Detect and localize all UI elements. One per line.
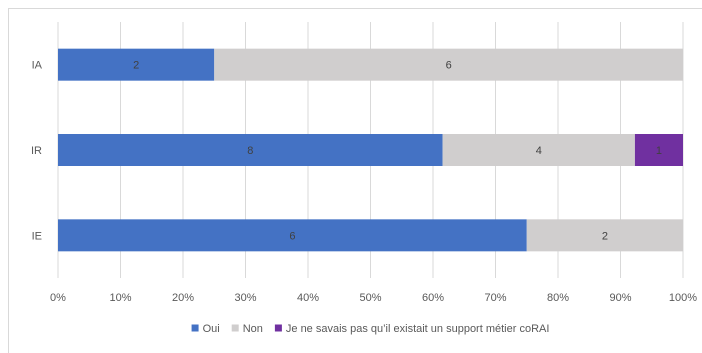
bar-data-label: 2 xyxy=(133,60,139,72)
x-tick-label: 60% xyxy=(422,292,444,304)
x-tick-label: 80% xyxy=(547,292,569,304)
x-tick-label: 0% xyxy=(50,292,66,304)
chart-frame xyxy=(8,8,702,353)
category-label: IE xyxy=(32,230,42,242)
legend-swatch xyxy=(274,324,282,332)
legend-item: Oui xyxy=(191,323,220,335)
x-tick-label: 100% xyxy=(669,292,697,304)
bar-data-label: 6 xyxy=(289,230,295,242)
bar-data-label: 2 xyxy=(602,230,608,242)
x-tick-label: 70% xyxy=(484,292,506,304)
bar-segment xyxy=(58,219,527,252)
x-tick-label: 90% xyxy=(609,292,631,304)
x-tick-label: 10% xyxy=(109,292,131,304)
bar-data-label: 1 xyxy=(656,145,662,157)
category-label: IR xyxy=(31,145,42,157)
legend-label: Oui xyxy=(203,323,220,335)
bar-segment xyxy=(58,134,443,166)
x-tick-label: 40% xyxy=(297,292,319,304)
legend-item: Non xyxy=(231,323,263,335)
bar-segment xyxy=(214,48,683,81)
legend-label: Non xyxy=(243,323,263,335)
axis-labels: 0% 10% 20% 30% 40% 50% 60% 70% 80% 90% 100% IA IR IE xyxy=(31,60,697,304)
bars xyxy=(58,48,683,252)
data-labels: 2 6 8 4 1 6 2 xyxy=(133,60,662,243)
x-tick-label: 20% xyxy=(172,292,194,304)
bar-data-label: 6 xyxy=(446,60,452,72)
bar-segment xyxy=(442,134,635,166)
category-label: IA xyxy=(32,60,43,72)
legend-swatch xyxy=(191,324,199,332)
legend: Oui Non Je ne savais pas qu’il existait un… xyxy=(191,323,550,335)
legend-item: Je ne savais pas qu’il existait un suppo… xyxy=(274,323,550,335)
bar-data-label: 4 xyxy=(536,145,542,157)
x-tick-label: 50% xyxy=(359,292,381,304)
x-tick-label: 30% xyxy=(234,292,256,304)
bar-segment xyxy=(526,219,683,252)
bar-segment xyxy=(634,134,683,166)
bar-segment xyxy=(58,48,215,81)
legend-swatch xyxy=(231,324,239,332)
legend-label: Je ne savais pas qu’il existait un suppo… xyxy=(286,323,550,335)
bar-data-label: 8 xyxy=(247,145,253,157)
